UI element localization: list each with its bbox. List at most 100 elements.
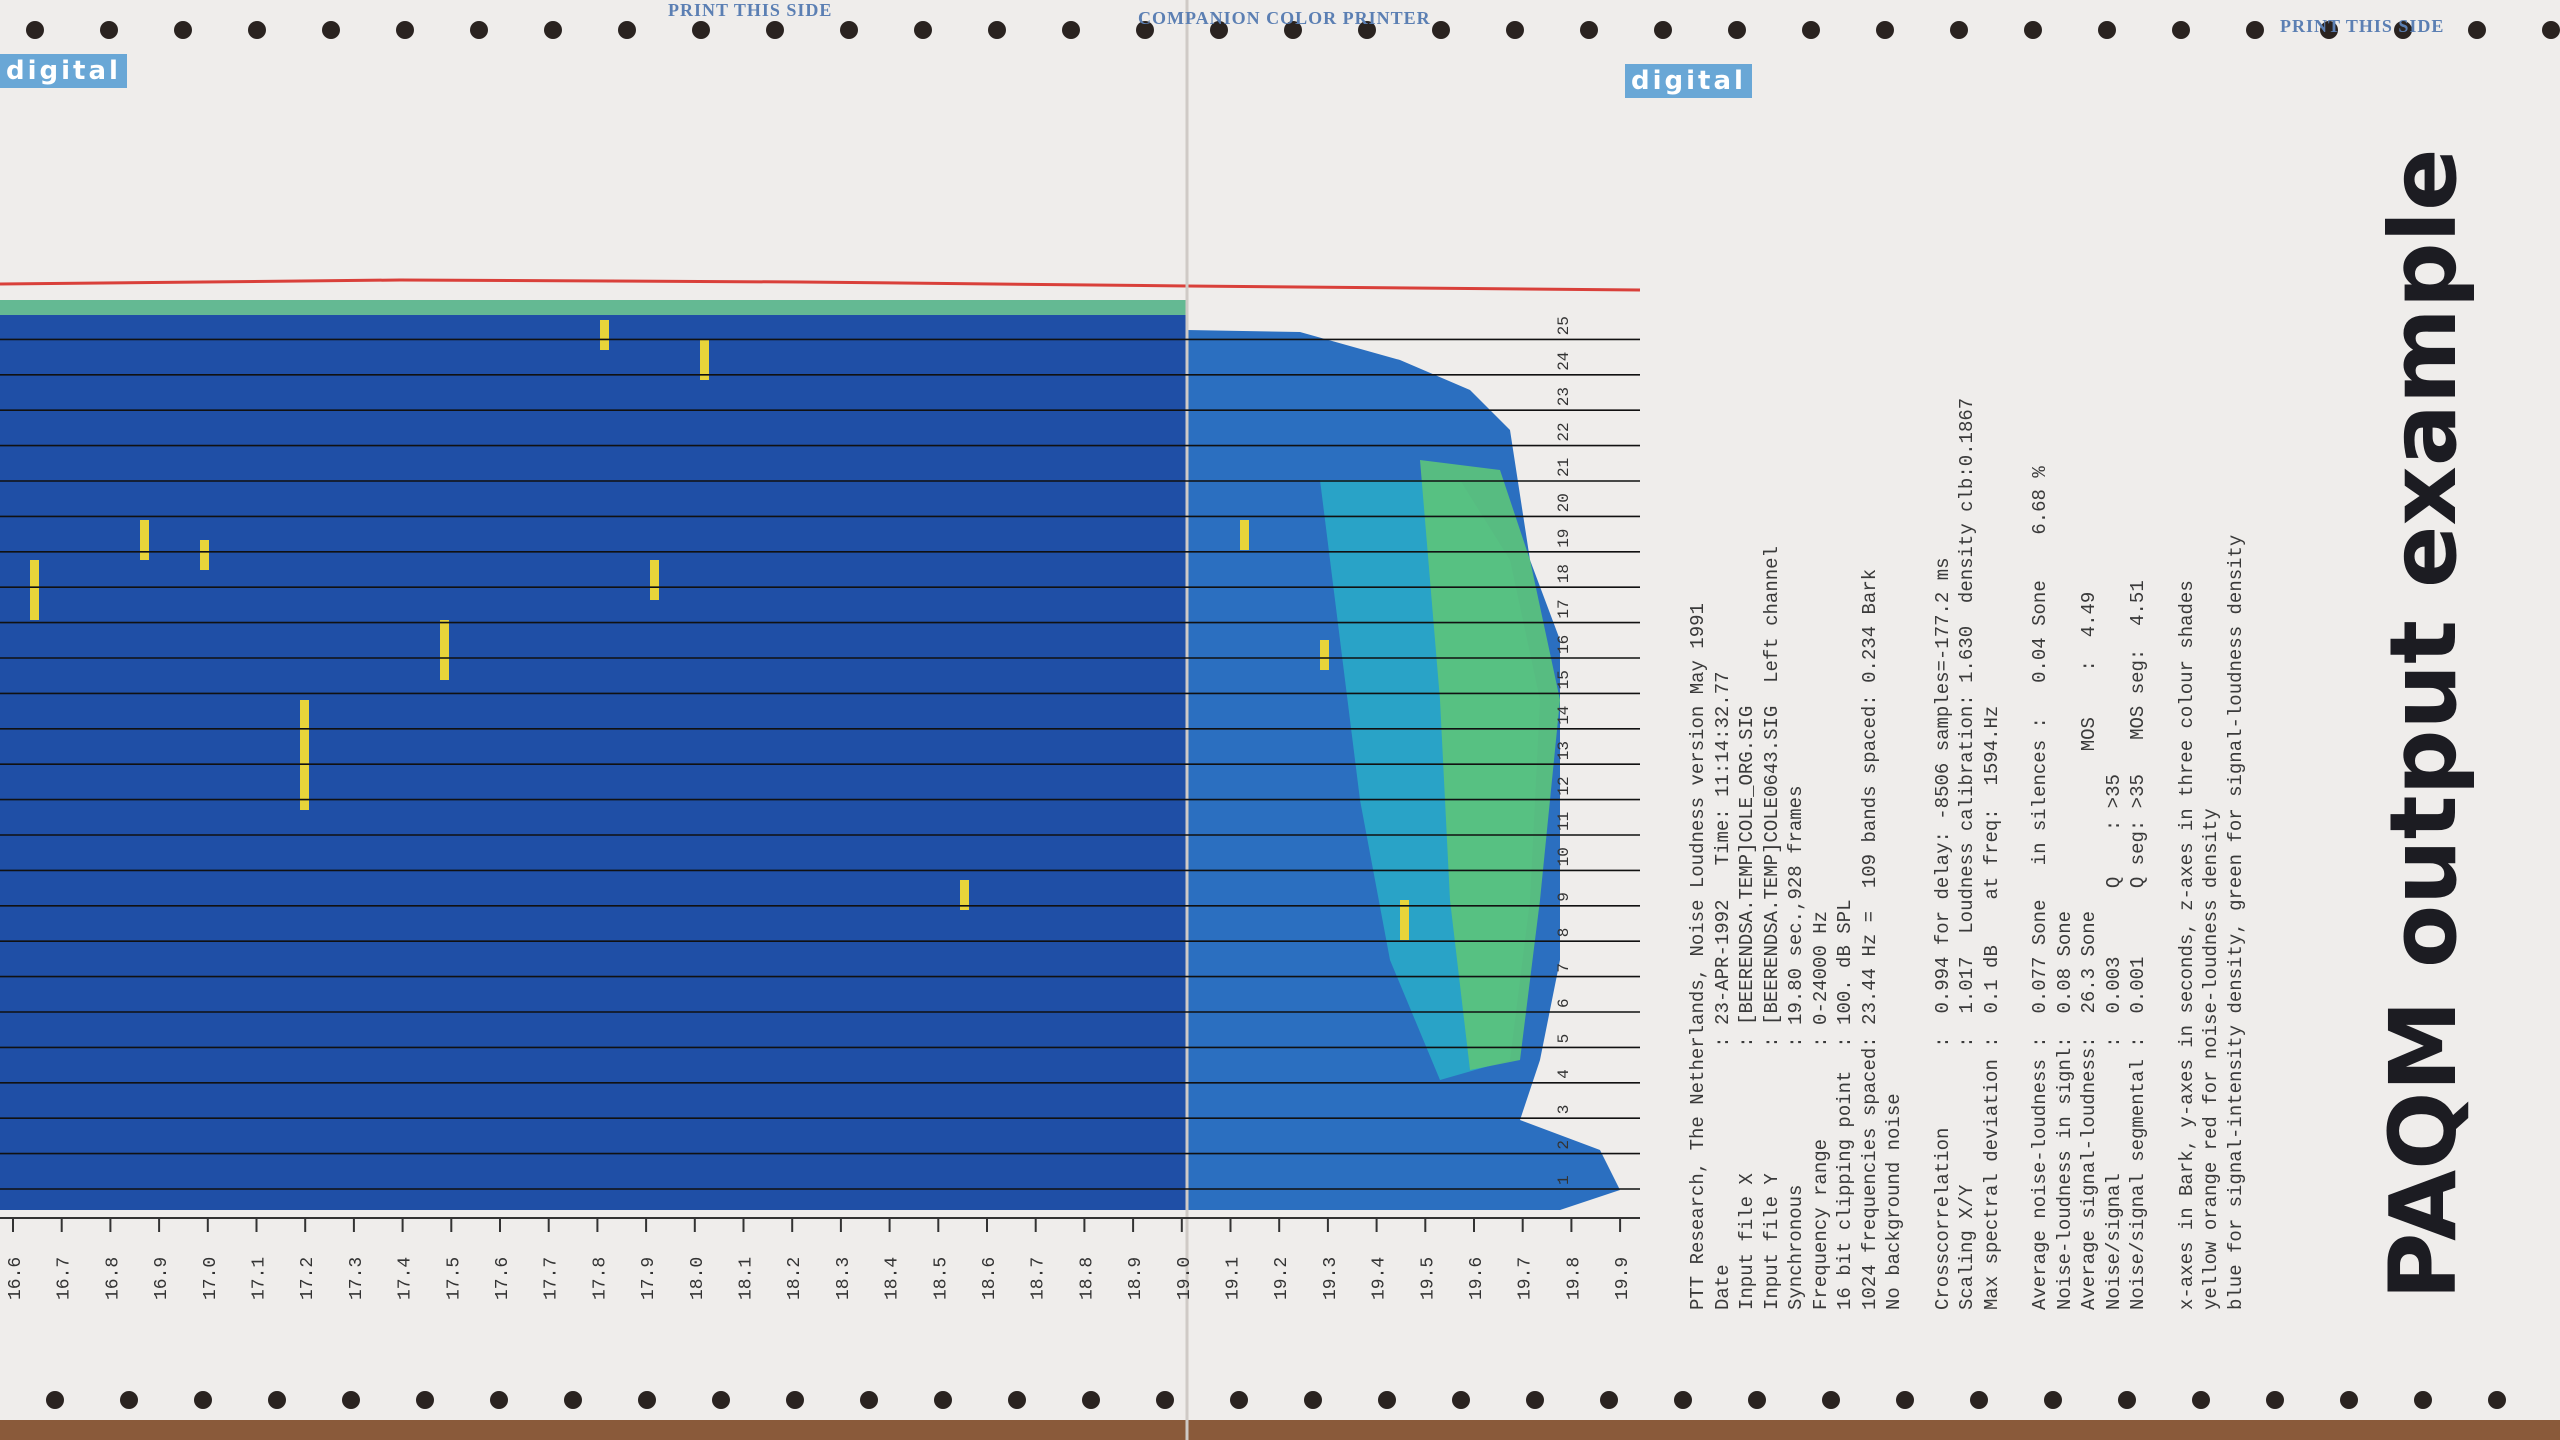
sprocket-hole xyxy=(1378,1391,1396,1409)
sprocket-hole xyxy=(692,21,710,39)
noise-speck xyxy=(960,880,969,910)
info-line: x-axes in Bark, y-axes in seconds, z-axe… xyxy=(2175,580,2198,1310)
sprocket-hole xyxy=(2098,21,2116,39)
sprocket-hole xyxy=(248,21,266,39)
band-label: 2 xyxy=(1555,1140,1573,1150)
time-label: 19.5 xyxy=(1418,1257,1438,1300)
noise-speck xyxy=(1320,640,1329,670)
info-line: Noise-loudness in signl: 0.08 Sone xyxy=(2053,910,2076,1310)
band-label: 25 xyxy=(1555,316,1573,335)
heatmap-left xyxy=(0,315,1187,1210)
info-line: Date : 23-APR-1992 Time: 11:14:32.77 xyxy=(1711,671,1734,1310)
band-label: 10 xyxy=(1555,847,1573,866)
band-label: 7 xyxy=(1555,963,1573,973)
time-label: 18.6 xyxy=(980,1257,1000,1300)
sprocket-hole xyxy=(120,1391,138,1409)
band-label: 20 xyxy=(1555,493,1573,512)
info-line: Crosscorrelation : 0.994 for delay: -850… xyxy=(1931,557,1954,1310)
red-trace xyxy=(0,278,1641,292)
time-label: 19.2 xyxy=(1272,1257,1292,1300)
sprocket-hole xyxy=(2192,1391,2210,1409)
info-line: Average signal-loudness: 26.3 Sone MOS :… xyxy=(2078,591,2100,1310)
band-label: 1 xyxy=(1555,1175,1573,1185)
noise-speck xyxy=(700,340,709,380)
info-line: Synchronous : 19.80 sec.,928 frames xyxy=(1785,785,1807,1311)
sprocket-hole xyxy=(2024,21,2042,39)
time-label: 18.2 xyxy=(785,1257,805,1300)
noise-speck xyxy=(200,540,209,570)
info-line: yellow orange red for noise-loudness den… xyxy=(2200,808,2222,1310)
sprocket-hole xyxy=(2118,1391,2136,1409)
sprocket-hole xyxy=(1802,21,1820,39)
band-label: 9 xyxy=(1555,892,1573,902)
noise-speck xyxy=(300,700,309,810)
info-line: blue for signal-intensity density, green… xyxy=(2224,534,2247,1310)
sprocket-hole xyxy=(1506,21,1524,39)
band-label: 8 xyxy=(1555,928,1573,938)
info-line: PTT Research, The Netherlands, Noise Lou… xyxy=(1687,603,1709,1310)
sprocket-hole xyxy=(1082,1391,1100,1409)
sprocket-hole xyxy=(416,1391,434,1409)
sprocket-hole xyxy=(1822,1391,1840,1409)
noise-speck xyxy=(1400,900,1409,940)
info-line: Input file X : [BEERENDSA.TEMP]COLE_ORG.… xyxy=(1736,705,1758,1310)
noise-speck xyxy=(650,560,659,600)
sprocket-hole xyxy=(2246,21,2264,39)
time-label: 17.1 xyxy=(250,1257,270,1300)
sprocket-hole xyxy=(342,1391,360,1409)
noise-speck xyxy=(1240,520,1249,550)
info-line: Input file Y : [BEERENDSA.TEMP]COLE0643.… xyxy=(1760,546,1783,1310)
sprocket-hole xyxy=(766,21,784,39)
time-label: 17.5 xyxy=(444,1257,464,1300)
info-line: Noise/signal segmental : 0.001 Q seg: >3… xyxy=(2127,580,2149,1310)
band-label: 3 xyxy=(1555,1105,1573,1115)
band-label: 6 xyxy=(1555,998,1573,1008)
time-label: 19.4 xyxy=(1370,1257,1390,1300)
time-label: 17.2 xyxy=(298,1257,318,1300)
time-label: 19.8 xyxy=(1564,1257,1584,1300)
band-label: 4 xyxy=(1555,1069,1573,1079)
sprocket-hole xyxy=(988,21,1006,39)
sprocket-hole xyxy=(1950,21,1968,39)
time-label: 16.6 xyxy=(6,1257,26,1300)
noise-speck xyxy=(600,320,609,350)
time-label: 17.9 xyxy=(639,1257,659,1300)
band-label: 19 xyxy=(1555,529,1573,548)
sprocket-hole xyxy=(2340,1391,2358,1409)
band-label: 18 xyxy=(1555,564,1573,583)
band-label: 13 xyxy=(1555,741,1573,760)
time-label: 18.0 xyxy=(688,1257,708,1300)
noise-speck xyxy=(440,620,449,680)
time-label: 17.0 xyxy=(201,1257,221,1300)
sprocket-hole xyxy=(470,21,488,39)
sprocket-hole xyxy=(914,21,932,39)
sprocket-hole xyxy=(1432,21,1450,39)
sprocket-hole xyxy=(100,21,118,39)
sprocket-hole xyxy=(26,21,44,39)
band-label: 15 xyxy=(1555,670,1573,689)
info-line: Scaling X/Y : 1.017 Loudness calibration… xyxy=(1956,397,1978,1310)
info-block: PTT Research, The Netherlands, Noise Lou… xyxy=(1686,398,2248,1310)
sprocket-hole xyxy=(1674,1391,1692,1409)
time-label: 18.3 xyxy=(834,1257,854,1300)
time-label: 16.9 xyxy=(152,1257,172,1300)
sprocket-hole xyxy=(194,1391,212,1409)
time-label: 17.8 xyxy=(590,1257,610,1300)
sprocket-hole xyxy=(268,1391,286,1409)
time-label: 18.9 xyxy=(1126,1257,1146,1300)
sprocket-hole xyxy=(1452,1391,1470,1409)
sprocket-hole xyxy=(2266,1391,2284,1409)
print-note: PRINT THIS SIDE xyxy=(2280,16,2445,36)
sprocket-hole xyxy=(2044,1391,2062,1409)
time-label: 19.1 xyxy=(1224,1257,1244,1300)
time-label: 19.3 xyxy=(1321,1257,1341,1300)
info-line: Frequency range : 0-24000 Hz xyxy=(1809,910,1832,1310)
sprocket-hole xyxy=(1136,21,1154,39)
time-label: 16.7 xyxy=(55,1257,75,1300)
sprocket-hole xyxy=(174,21,192,39)
sprocket-hole xyxy=(2542,21,2560,39)
top-strip xyxy=(0,300,1187,318)
info-line: No background noise xyxy=(1883,1093,1905,1310)
